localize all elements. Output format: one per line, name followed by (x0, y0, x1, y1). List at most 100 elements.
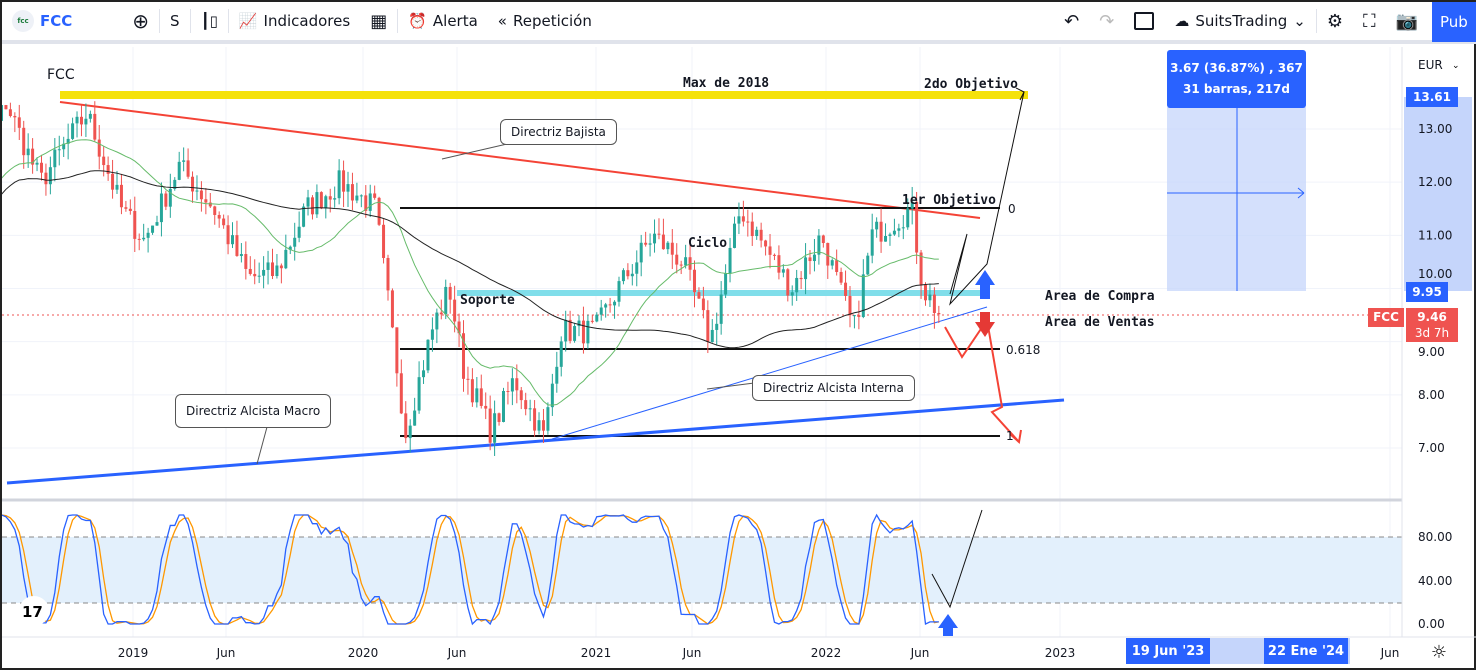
templates-button[interactable]: ▦ (360, 0, 397, 42)
candle-body (133, 210, 137, 239)
candle-body (470, 379, 474, 403)
candle-body (746, 221, 750, 223)
osc-tick: 0.00 (1418, 617, 1445, 631)
candle-body (404, 413, 408, 439)
candle-body (657, 233, 661, 235)
time-axis[interactable]: 2019 Jun 2020 Jun 2021 Jun 2022 Jun 2023 Jun (118, 646, 1400, 660)
candle-body (97, 139, 101, 157)
candle-body (497, 413, 501, 422)
candle-body (413, 410, 417, 426)
directriz-bajista-line[interactable] (59, 101, 981, 219)
candle-body (790, 292, 794, 296)
ma-short-line (2, 139, 939, 406)
undo-button[interactable]: ↶ (1054, 0, 1089, 42)
candle-body (111, 173, 115, 190)
chart-symbol-label: FCC (47, 67, 75, 83)
redo-button[interactable]: ↷ (1089, 0, 1124, 42)
layout-name: SuitsTrading (1195, 12, 1288, 30)
measure-line2: 31 barras, 217d (1182, 82, 1290, 96)
candle-body (706, 310, 710, 342)
candle-body (644, 242, 648, 245)
candle-body (435, 312, 439, 330)
osc-tick: 80.00 (1418, 530, 1452, 544)
candle-body (191, 176, 195, 192)
ciclo-label: Ciclo (688, 236, 727, 251)
indicators-icon: 📈 (238, 12, 258, 30)
time-tick: 2019 (118, 646, 149, 660)
objetivo-2-label: 2do Objetivo (924, 77, 1018, 92)
candle-body (826, 243, 830, 266)
fullscreen-button[interactable]: ⛶ (1353, 0, 1386, 42)
candle-body (430, 329, 434, 340)
fullscreen-toggle[interactable] (1124, 0, 1164, 42)
callout-directriz-alcista-macro[interactable]: Directriz Alcista Macro (175, 394, 332, 428)
candle-body (559, 341, 563, 367)
directriz-alcista-macro-line[interactable] (6, 398, 1065, 485)
callout-directriz-bajista[interactable]: Directriz Bajista (500, 119, 617, 145)
alert-button[interactable]: ⏰ Alerta (398, 0, 488, 42)
projection-up-path[interactable] (949, 91, 1025, 306)
time-tick: Jun (447, 646, 467, 660)
settings-button[interactable]: ⚙ (1317, 0, 1353, 42)
candle-body (568, 319, 572, 341)
projection-down-path[interactable] (944, 317, 1020, 443)
candle-body (528, 408, 532, 410)
symbol-search[interactable]: fcc FCC (2, 0, 82, 42)
candle-body (310, 197, 314, 215)
candle-body (253, 273, 257, 277)
cloud-icon: ☁ (1174, 12, 1190, 30)
measure-line1: 3.67 (36.87%) , 367 (1170, 61, 1303, 75)
candle-body (93, 113, 97, 140)
price-axis[interactable]: 13.00 12.00 11.00 10.00 9.00 8.00 7.00 (1418, 122, 1452, 455)
publish-button[interactable]: Pub (1432, 2, 1476, 42)
soporte-zone[interactable] (457, 290, 982, 296)
candle-body (604, 304, 608, 308)
replay-button[interactable]: « Repetición (488, 0, 602, 42)
currency-selector[interactable]: EUR (1418, 58, 1443, 72)
candle-body (639, 242, 643, 263)
candle-body (2, 105, 4, 121)
candle-body (164, 193, 168, 207)
candle-body (84, 118, 88, 125)
osc-axis[interactable]: 80.00 40.00 0.00 (1418, 530, 1452, 631)
interval-button[interactable]: S (170, 12, 180, 30)
chart-type-button[interactable]: ┃▯ (191, 0, 228, 42)
square-icon (1134, 12, 1155, 30)
candle-body (368, 193, 372, 211)
candle-body (710, 329, 714, 342)
candle-body (66, 138, 70, 144)
candle-body (693, 269, 697, 293)
candle-body (768, 246, 772, 255)
candle-body (102, 156, 106, 166)
candle-body (630, 273, 634, 277)
candle-body (608, 304, 612, 306)
candle-body (715, 323, 719, 330)
candle-body (577, 320, 581, 327)
max-2018-line[interactable] (60, 91, 1028, 99)
candle-body (613, 301, 617, 306)
settings-sun-icon[interactable]: ☼ (1431, 642, 1447, 663)
candle-body (932, 294, 936, 314)
candle-body (533, 408, 537, 431)
candle-body (599, 307, 603, 315)
layout-button[interactable]: ☁ SuitsTrading ⌄ (1164, 0, 1316, 42)
screenshot-button[interactable]: 📷 (1386, 0, 1428, 42)
candle-body (724, 273, 728, 295)
candle-body (315, 192, 319, 215)
candle-body (804, 257, 808, 280)
indicators-button[interactable]: 📈 Indicadores (229, 0, 360, 42)
directriz-alcista-interna-line[interactable] (551, 306, 988, 440)
candle-body (44, 172, 48, 185)
candle-body (355, 195, 359, 201)
area-ventas-label: Area de Ventas (1045, 315, 1155, 330)
callout-directriz-alcista-interna[interactable]: Directriz Alcista Interna (752, 375, 915, 401)
chevron-down-icon: ⌄ (1293, 12, 1306, 30)
time-tick: 2020 (348, 646, 379, 660)
candle-body (741, 216, 745, 222)
compare-button[interactable]: ⊕ (122, 0, 159, 42)
last-price-tag: 9.46 3d 7h (1406, 308, 1458, 342)
osc-projection-path[interactable] (931, 509, 983, 609)
candle-body (755, 229, 759, 237)
candle-body (897, 228, 901, 231)
